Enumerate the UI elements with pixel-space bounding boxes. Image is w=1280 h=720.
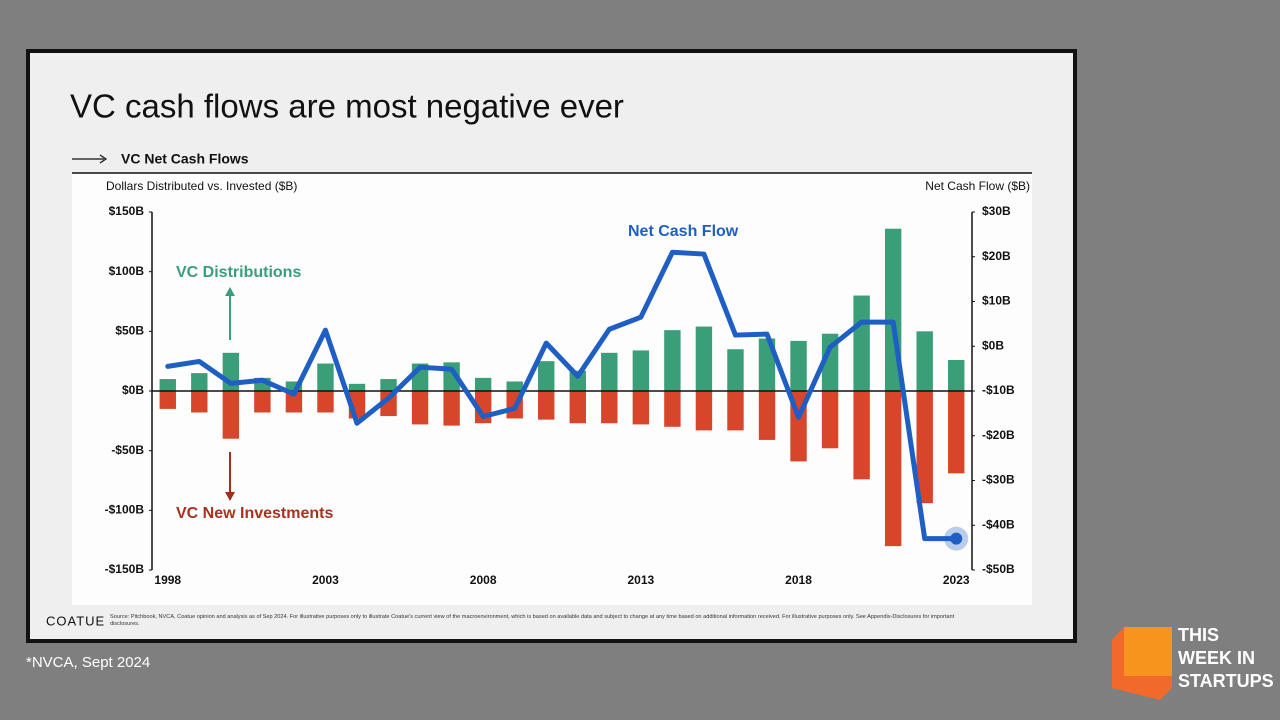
bar xyxy=(506,381,523,391)
bar xyxy=(664,391,681,427)
bar xyxy=(821,333,839,391)
bar xyxy=(538,361,555,391)
annotation-arrow-head xyxy=(225,492,235,501)
logo-text: THIS xyxy=(1178,625,1219,645)
y-tick-label: -$150B xyxy=(105,562,145,576)
bar xyxy=(222,391,240,439)
bar xyxy=(632,391,650,425)
bar xyxy=(191,391,208,413)
y-axis-title: Dollars Distributed vs. Invested ($B) xyxy=(106,179,297,193)
bar xyxy=(317,391,334,413)
x-tick-label: 2008 xyxy=(470,573,497,587)
bar xyxy=(727,349,744,391)
bar xyxy=(348,383,366,391)
chart-title: VC cash flows are most negative ever xyxy=(70,88,624,125)
bar xyxy=(790,340,807,391)
y-tick-label: $0B xyxy=(122,383,144,397)
y2-tick-label: $20B xyxy=(982,249,1011,263)
logo-mark-front xyxy=(1124,627,1172,676)
y2-tick-label: $10B xyxy=(982,294,1011,308)
y2-tick-label: -$30B xyxy=(982,473,1015,487)
bar xyxy=(380,379,397,391)
y2-tick-label: $30B xyxy=(982,204,1011,218)
logo-text: WEEK IN xyxy=(1178,648,1255,668)
bar xyxy=(538,391,555,420)
bar xyxy=(821,391,839,449)
x-tick-label: 2018 xyxy=(785,573,812,587)
logo-text: STARTUPS xyxy=(1178,671,1274,691)
bar xyxy=(285,391,303,413)
bar xyxy=(632,350,650,391)
subtitle-arrow-head xyxy=(99,154,108,164)
bar xyxy=(948,391,965,474)
bar xyxy=(727,391,744,431)
line xyxy=(165,249,959,542)
y2-tick-label: -$50B xyxy=(982,562,1015,576)
series-label: VC New Investments xyxy=(176,505,333,522)
bar xyxy=(884,391,902,547)
bar xyxy=(159,379,176,391)
y-tick-label: $150B xyxy=(109,204,145,218)
x-tick-label: 2023 xyxy=(943,573,970,587)
y-tick-label: $100B xyxy=(109,264,145,278)
series-label: VC Distributions xyxy=(176,264,301,281)
source-box: Source: Pitchbook, NVCA, Coatue opinion … xyxy=(110,614,955,627)
chart-subtitle: VC Net Cash Flows xyxy=(121,151,249,167)
y2-tick-label: -$20B xyxy=(982,428,1015,442)
bar xyxy=(758,391,776,440)
bar xyxy=(569,370,586,391)
series-label: Net Cash Flow xyxy=(628,223,739,240)
bar xyxy=(569,391,586,424)
y2-tick-label: -$10B xyxy=(982,383,1015,397)
x-tick-label: 2013 xyxy=(627,573,654,587)
source-note: Source: Pitchbook, NVCA, Coatue opinion … xyxy=(110,614,955,627)
bar xyxy=(948,359,965,391)
bar xyxy=(695,326,713,391)
bar xyxy=(601,391,618,424)
y-tick-label: -$100B xyxy=(105,503,145,517)
y-tick-label: -$50B xyxy=(111,443,144,457)
x-tick-label: 2003 xyxy=(312,573,339,587)
y2-tick-label: -$40B xyxy=(982,517,1015,531)
x-tick-label: 1998 xyxy=(154,573,181,587)
footnote: *NVCA, Sept 2024 xyxy=(26,654,150,671)
bar xyxy=(664,330,681,391)
bar xyxy=(159,391,176,409)
end-point xyxy=(950,532,963,545)
annotation-arrow-head xyxy=(225,287,235,296)
bar xyxy=(191,373,208,391)
bar xyxy=(853,295,870,391)
bar xyxy=(443,391,460,426)
bar xyxy=(474,377,492,391)
bar xyxy=(853,391,870,480)
y-tick-label: $50B xyxy=(115,324,144,338)
bar xyxy=(916,391,933,504)
brand: COATUE xyxy=(46,613,105,628)
bar xyxy=(601,352,618,391)
bar xyxy=(285,381,303,391)
bar xyxy=(317,363,334,391)
bar xyxy=(411,391,429,425)
bar xyxy=(254,391,271,413)
y2-axis-title: Net Cash Flow ($B) xyxy=(925,179,1030,193)
bar xyxy=(695,391,713,431)
bar xyxy=(916,331,933,391)
y2-tick-label: $0B xyxy=(982,338,1004,352)
